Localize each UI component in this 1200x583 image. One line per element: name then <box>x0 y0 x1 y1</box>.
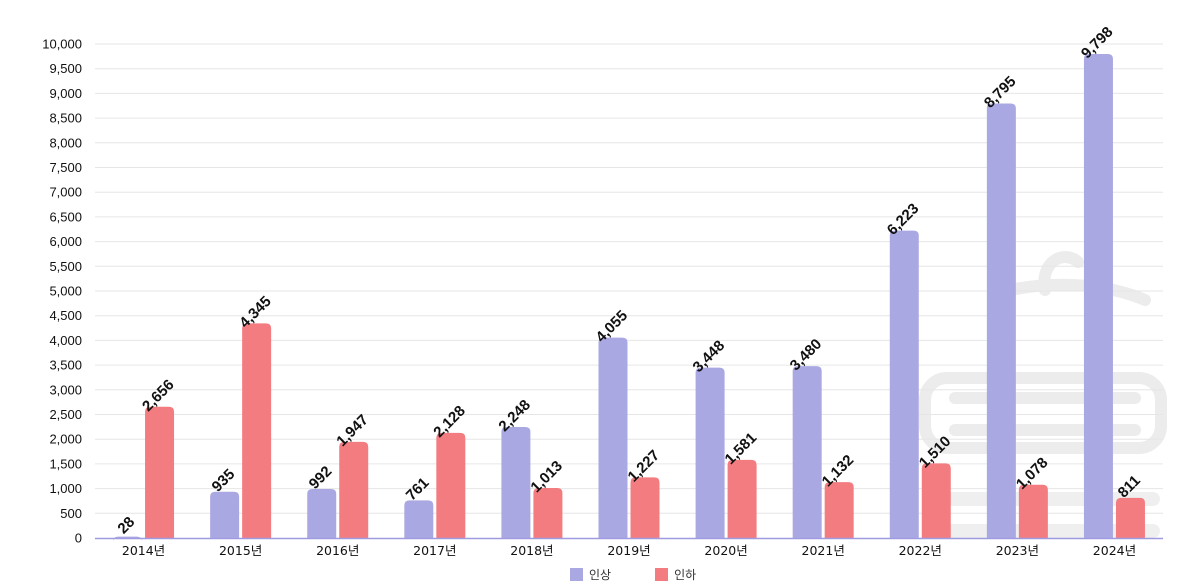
bar-series-2[interactable] <box>436 432 466 538</box>
x-tick-label: 2017년 <box>413 543 456 558</box>
data-label: 28 <box>114 514 138 538</box>
bar-series-2[interactable] <box>727 459 757 538</box>
x-axis: 2014년 2015년 2016년 2017년 2018년 2019년 2020년 2021년… <box>95 537 1163 558</box>
x-tick-label: 2015년 <box>219 543 262 558</box>
bar-series-1[interactable] <box>1083 53 1113 539</box>
y-tick-label: 10,000 <box>42 37 82 52</box>
x-tick-label: 2022년 <box>899 543 942 558</box>
bar-series-1[interactable] <box>210 491 240 538</box>
legend-label-series-2: 인하 <box>674 568 697 582</box>
y-tick-label: 0 <box>75 531 82 546</box>
x-tick-label: 2018년 <box>510 543 553 558</box>
y-tick-label: 5,000 <box>49 284 82 299</box>
legend-swatch-series-2 <box>655 568 669 581</box>
legend-label-series-1: 인상 <box>589 568 612 582</box>
y-tick-label: 3,500 <box>49 358 82 373</box>
legend-swatch-series-1 <box>570 568 583 581</box>
x-tick-label: 2016년 <box>316 543 359 558</box>
data-label: 761 <box>403 474 433 504</box>
legend-item-series-1[interactable]: 인상 <box>570 566 611 583</box>
bar-series-2[interactable] <box>1115 497 1145 538</box>
bar-series-2[interactable] <box>824 482 854 538</box>
bar-series-2[interactable] <box>145 406 175 538</box>
legend: 인상 인하 <box>570 566 696 583</box>
bar-series-1[interactable] <box>695 367 725 538</box>
x-tick-label: 2024년 <box>1093 543 1136 558</box>
y-axis: 0 500 1,000 1,500 2,000 2,500 3,000 3,500 4,000 4… <box>42 37 82 546</box>
bar-series-1[interactable] <box>501 426 531 538</box>
y-tick-label: 7,500 <box>49 160 82 175</box>
bar-series-2[interactable] <box>242 323 272 538</box>
y-tick-label: 9,000 <box>49 86 82 101</box>
bar-series-2[interactable] <box>630 477 660 538</box>
y-tick-label: 3,000 <box>49 382 82 397</box>
y-tick-label: 7,000 <box>49 185 82 200</box>
y-tick-label: 8,500 <box>49 111 82 126</box>
legend-item-series-2[interactable]: 인하 <box>655 566 696 583</box>
data-label: 935 <box>209 466 239 496</box>
y-tick-label: 6,000 <box>49 234 82 249</box>
y-tick-label: 1,000 <box>49 481 82 496</box>
x-tick-label: 2023년 <box>996 543 1039 558</box>
x-tick-label: 2014년 <box>122 543 165 558</box>
bar-series-2[interactable] <box>339 441 369 538</box>
y-tick-label: 5,500 <box>49 259 82 274</box>
y-tick-label: 9,500 <box>49 61 82 76</box>
bar-series-1[interactable] <box>792 366 822 538</box>
y-tick-label: 6,500 <box>49 209 82 224</box>
bar-series-1[interactable] <box>986 103 1016 538</box>
y-tick-label: 4,000 <box>49 333 82 348</box>
bar-series-1[interactable] <box>598 337 628 538</box>
y-tick-label: 8,000 <box>49 135 82 150</box>
bar-series-2[interactable] <box>921 463 951 538</box>
bar-series-2[interactable] <box>533 487 563 538</box>
x-tick-label: 2021년 <box>802 543 845 558</box>
y-tick-label: 2,000 <box>49 432 82 447</box>
y-tick-label: 4,500 <box>49 308 82 323</box>
bar-series-1[interactable] <box>404 500 434 538</box>
y-tick-label: 1,500 <box>49 456 82 471</box>
y-tick-label: 2,500 <box>49 407 82 422</box>
bar-series-2[interactable] <box>1018 484 1048 538</box>
y-tick-label: 500 <box>60 506 82 521</box>
bar-series-1[interactable] <box>889 230 919 538</box>
bar-series-1[interactable] <box>307 488 337 538</box>
x-tick-label: 2020년 <box>704 543 747 558</box>
grid-lines <box>95 43 1163 514</box>
x-tick-label: 2019년 <box>607 543 650 558</box>
